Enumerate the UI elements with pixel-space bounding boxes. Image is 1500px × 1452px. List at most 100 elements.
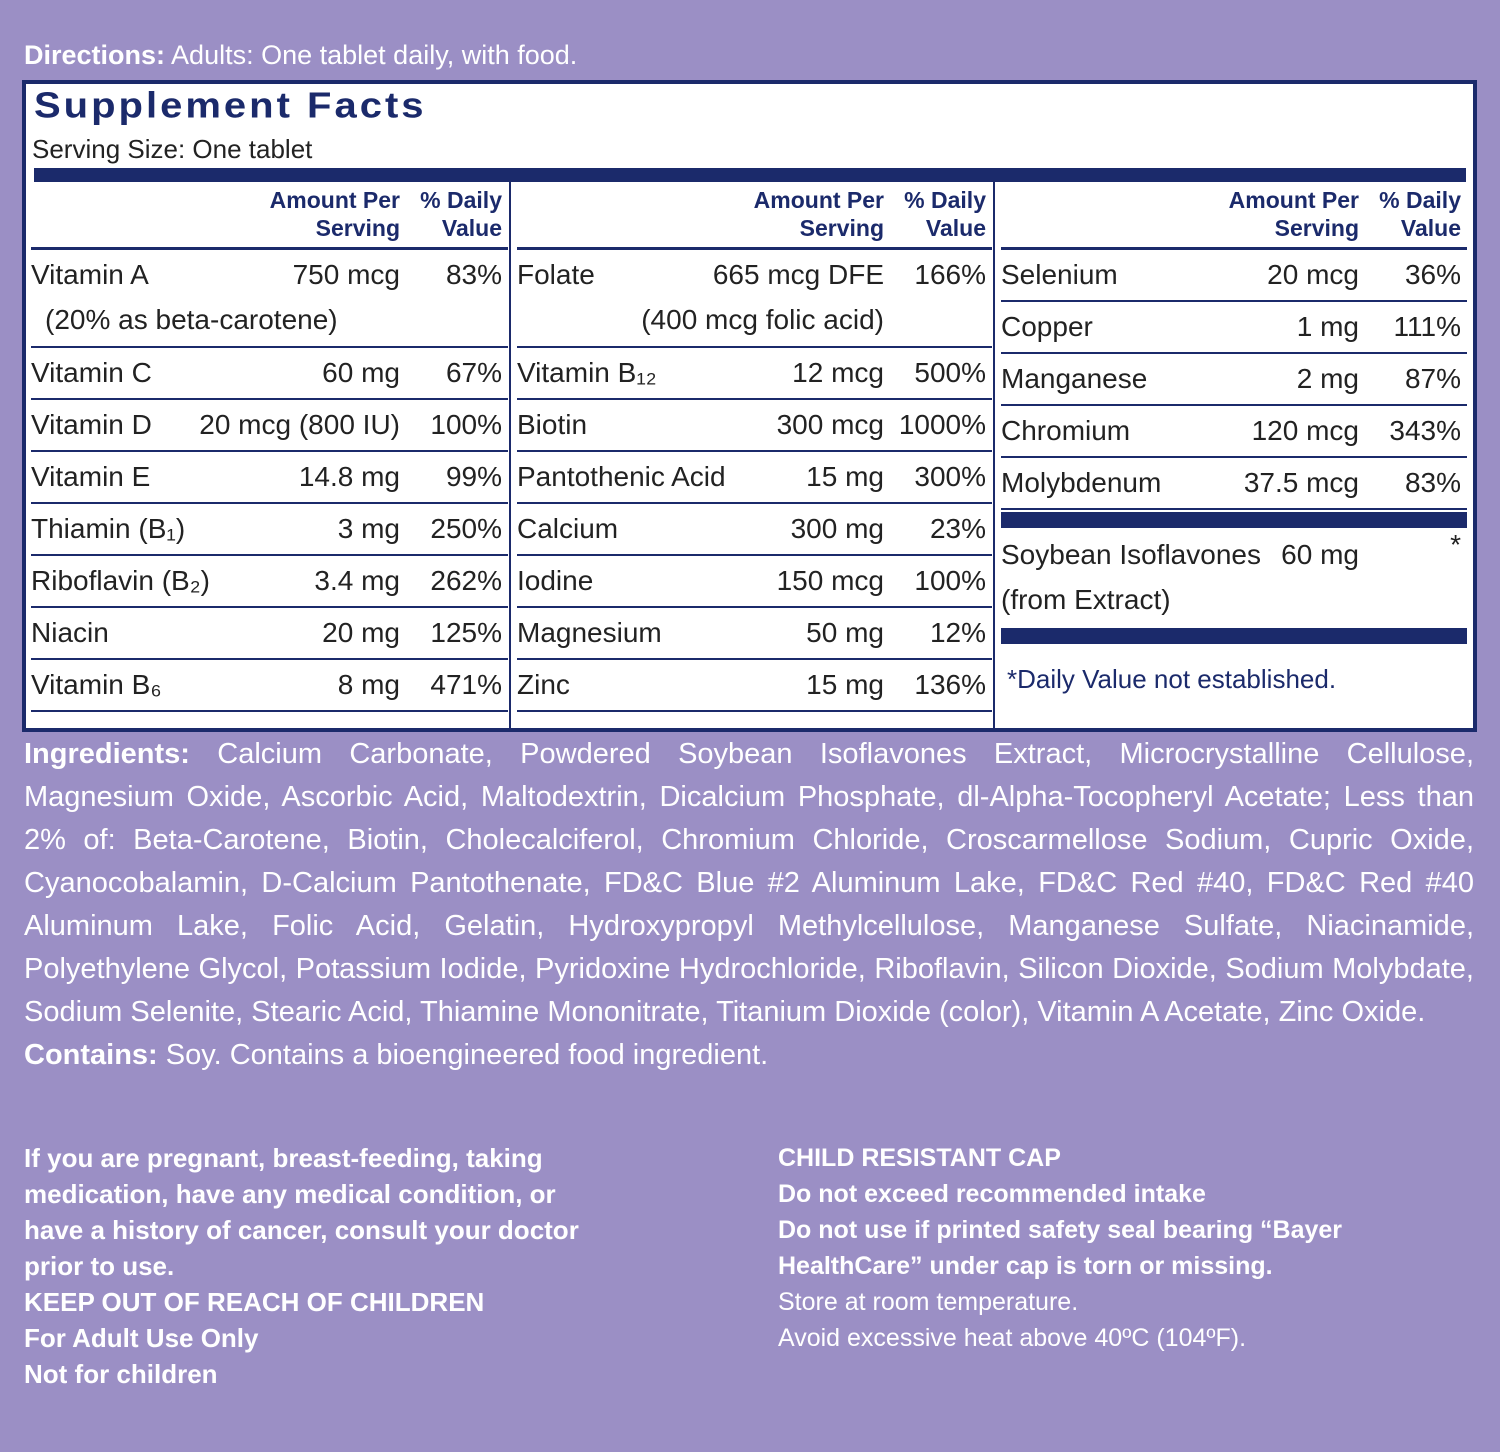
- column-header: Amount Per Serving % Daily Value: [517, 182, 992, 250]
- thick-rule: [1001, 628, 1467, 644]
- storage-text: Store at room temperature.: [778, 1288, 1079, 1316]
- amount: 665 mcg DFE: [712, 259, 884, 290]
- thick-rule: [34, 168, 1466, 182]
- amount: 12 mcg: [792, 357, 884, 388]
- warning-text: Do not exceed recommended intake: [778, 1180, 1206, 1208]
- facts-row: Molybdenum 37.5 mcg 83%: [1001, 458, 1467, 510]
- amount-header: Amount Per Serving: [753, 187, 884, 241]
- warning-text: Not for children: [24, 1359, 218, 1389]
- nutrient-name: Calcium: [517, 513, 619, 544]
- facts-row: Riboflavin (B₂) 3.4 mg 262%: [31, 556, 508, 608]
- row-line: Zinc 15 mg 136%: [517, 660, 992, 710]
- nutrient-name: Thiamin (B₁): [31, 513, 186, 544]
- column-header: Amount Per Serving % Daily Value: [31, 182, 508, 250]
- daily-value: 1000%: [898, 409, 986, 440]
- serving-size: Serving Size: One tablet: [32, 134, 313, 164]
- daily-value: 67%: [445, 357, 502, 388]
- facts-row: Magnesium 50 mg 12%: [517, 608, 992, 660]
- row-line: Copper 1 mg 111%: [1001, 302, 1467, 352]
- nutrient-name: Selenium: [1001, 259, 1118, 290]
- nutrient-name: Vitamin A: [31, 259, 149, 290]
- contains-label: Contains:: [24, 1039, 158, 1071]
- nutrient-name: Niacin: [31, 617, 109, 648]
- name-note: (20% as beta-carotene): [45, 304, 338, 335]
- daily-value: 100%: [914, 565, 986, 596]
- nutrient-name: Zinc: [517, 669, 570, 700]
- facts-column: Amount Per Serving % Daily Value Vitamin A…: [27, 182, 508, 728]
- facts-column: Amount Per Serving % Daily Value Selenium 2…: [993, 182, 1467, 728]
- warnings-right: CHILD RESISTANT CAP Do not exceed recomme…: [778, 1140, 1493, 1356]
- daily-value: 99%: [445, 461, 502, 492]
- amount: 60 mg: [1281, 539, 1359, 570]
- thick-rule: [1001, 512, 1467, 528]
- row-line: Vitamin D 20 mcg (800 IU) 100%: [31, 400, 508, 450]
- nutrient-name: Soybean Isoflavones: [1001, 539, 1261, 570]
- nutrient-name: Pantothenic Acid: [517, 461, 726, 492]
- amount: 750 mcg: [292, 259, 400, 290]
- amount: 37.5 mcg: [1243, 467, 1359, 498]
- daily-value: 87%: [1404, 363, 1461, 394]
- amount: 300 mg: [790, 513, 884, 544]
- amount: 50 mg: [806, 617, 884, 648]
- facts-row: Selenium 20 mcg 36%: [1001, 250, 1467, 302]
- nutrient-name: Vitamin B₆: [31, 669, 162, 700]
- directions-label: Directions:: [24, 40, 166, 70]
- nutrient-name: Folate: [517, 259, 595, 290]
- contains-text: Soy. Contains a bioengineered food ingre…: [165, 1039, 769, 1071]
- facts-row: Pantothenic Acid 15 mg 300%: [517, 452, 992, 504]
- facts-row: Biotin 300 mcg 1000%: [517, 400, 992, 452]
- dv-header: % Daily Value: [420, 187, 502, 241]
- ingredients-paragraph: Ingredients: Calcium Carbonate, Powdered…: [24, 733, 1474, 1034]
- row-line: Vitamin E 14.8 mg 99%: [31, 452, 508, 502]
- daily-value: 111%: [1393, 311, 1461, 342]
- amount: 300 mcg: [776, 409, 884, 440]
- row-line: Riboflavin (B₂) 3.4 mg 262%: [31, 556, 508, 606]
- row-line: Manganese 2 mg 87%: [1001, 354, 1467, 404]
- amount: 1 mg: [1296, 311, 1359, 342]
- amount: 15 mg: [806, 669, 884, 700]
- amount-note: (400 mcg folic acid): [641, 304, 884, 335]
- nutrient-name: Copper: [1001, 311, 1093, 342]
- name-note: (from Extract): [1001, 584, 1171, 615]
- storage-text: Avoid excessive heat above 40ºC (104ºF).: [778, 1324, 1247, 1352]
- facts-row: Copper 1 mg 111%: [1001, 302, 1467, 354]
- amount: 150 mcg: [776, 565, 884, 596]
- nutrient-name: Vitamin E: [31, 461, 151, 492]
- facts-row: Manganese 2 mg 87%: [1001, 354, 1467, 406]
- row-line: Biotin 300 mcg 1000%: [517, 400, 992, 450]
- facts-row: Chromium 120 mcg 343%: [1001, 406, 1467, 458]
- daily-value: 471%: [430, 669, 502, 700]
- row-line: Vitamin B₆ 8 mg 471%: [31, 660, 508, 710]
- amount-header: Amount Per Serving: [1228, 187, 1359, 241]
- row-line: Pantothenic Acid 15 mg 300%: [517, 452, 992, 502]
- amount: 15 mg: [806, 461, 884, 492]
- row-line: Niacin 20 mg 125%: [31, 608, 508, 658]
- row-line: Vitamin B₁₂ 12 mcg 500%: [517, 348, 992, 398]
- row-line: Magnesium 50 mg 12%: [517, 608, 992, 658]
- daily-value: 262%: [430, 565, 502, 596]
- dv-header: % Daily Value: [1379, 187, 1461, 241]
- directions-text: Adults: One tablet daily, with food.: [171, 40, 578, 70]
- directions: Directions: Adults: One tablet daily, wi…: [24, 40, 577, 71]
- nutrient-name: Manganese: [1001, 363, 1148, 394]
- facts-row: Zinc 15 mg 136%: [517, 660, 992, 712]
- amount: 8 mg: [337, 669, 400, 700]
- column-header: Amount Per Serving % Daily Value: [1001, 182, 1467, 250]
- nutrient-name: Riboflavin (B₂): [31, 565, 210, 596]
- facts-row: Vitamin D 20 mcg (800 IU) 100%: [31, 400, 508, 452]
- facts-row: Thiamin (B₁) 3 mg 250%: [31, 504, 508, 556]
- daily-value: 36%: [1404, 259, 1461, 290]
- daily-value: 166%: [914, 259, 986, 290]
- amount: 14.8 mg: [298, 461, 400, 492]
- daily-value: 23%: [929, 513, 986, 544]
- ingredients-text: Calcium Carbonate, Powdered Soybean Isof…: [24, 738, 1474, 1028]
- warning-text: If you are pregnant, breast-feeding, tak…: [24, 1143, 579, 1281]
- warnings-left: If you are pregnant, breast-feeding, tak…: [24, 1140, 584, 1392]
- facts-title: Supplement Facts: [34, 86, 427, 126]
- daily-value: 300%: [914, 461, 986, 492]
- amount: 20 mg: [322, 617, 400, 648]
- daily-value: 12%: [929, 617, 986, 648]
- row-line: Chromium 120 mcg 343%: [1001, 406, 1467, 456]
- daily-value: 250%: [430, 513, 502, 544]
